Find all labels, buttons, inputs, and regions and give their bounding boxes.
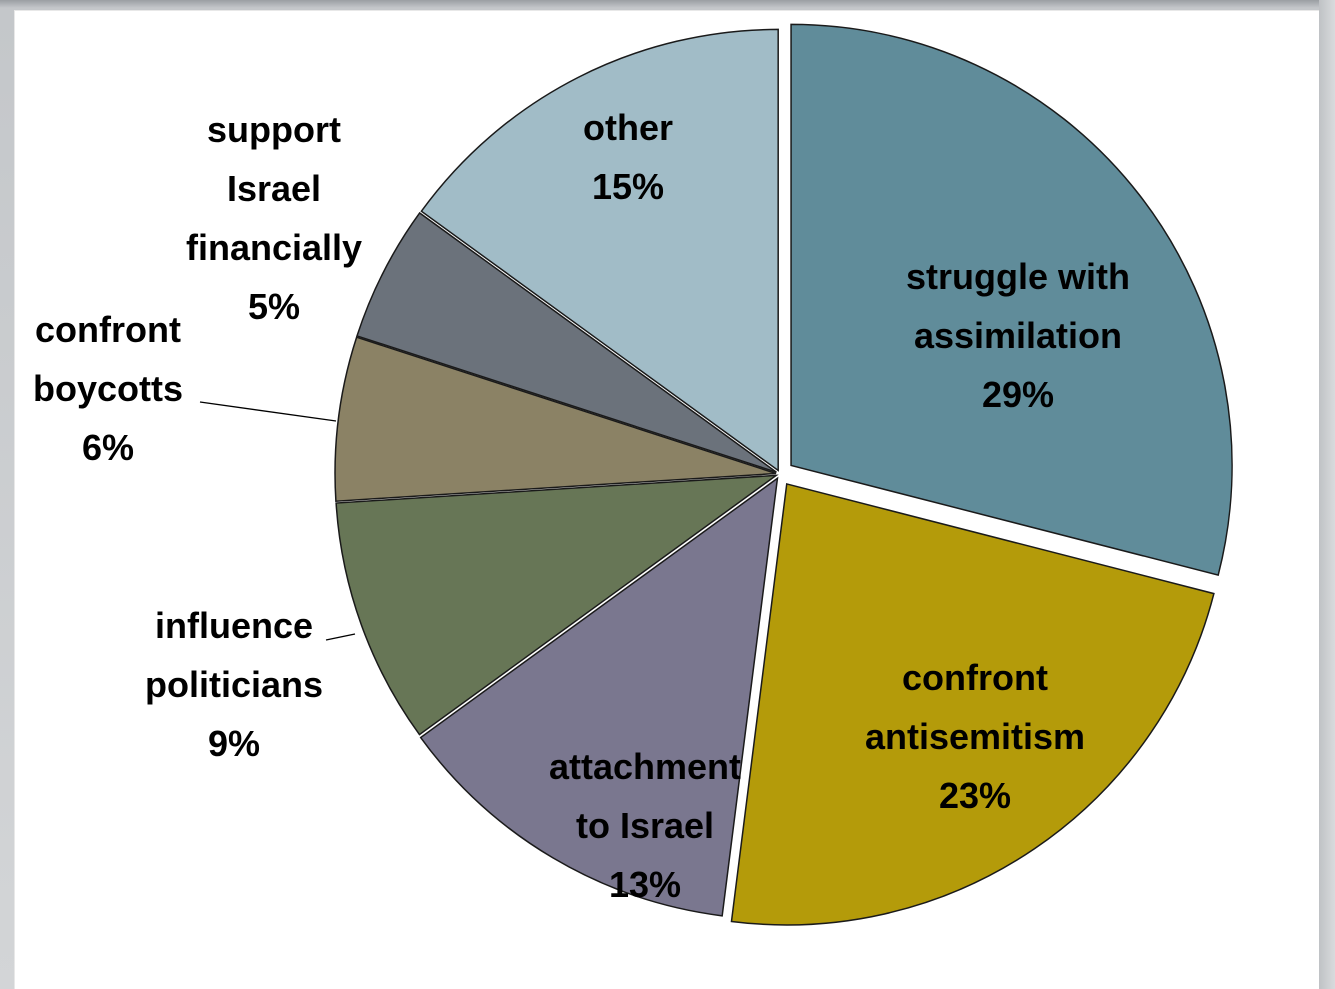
slice-label-line: boycotts <box>33 368 183 409</box>
slice-label-1: confront antisemitism 23% <box>865 657 1085 816</box>
slice-label-5: support Israel financially 5% <box>186 109 362 327</box>
slice-label-line: 6% <box>82 427 134 468</box>
slice-label-line: Israel <box>227 168 321 209</box>
slice-label-line: 9% <box>208 723 260 764</box>
pie-slices <box>334 23 1233 926</box>
slice-label-4: confront boycotts 6% <box>33 309 183 468</box>
slice-label-line: financially <box>186 227 362 268</box>
pie-slice-4 <box>334 336 777 502</box>
slice-label-line: 29% <box>982 374 1054 415</box>
slice-label-line: assimilation <box>914 315 1122 356</box>
pie-slice-1 <box>730 482 1215 926</box>
slice-label-line: 23% <box>939 775 1011 816</box>
slice-label-line: politicians <box>145 664 323 705</box>
leader-line-3 <box>325 633 356 641</box>
leader-line-4 <box>199 401 337 422</box>
slice-label-line: influence <box>155 605 313 646</box>
slice-label-3: influence politicians 9% <box>145 605 323 764</box>
slice-label-line: struggle with <box>906 256 1130 297</box>
pie-slice-0 <box>790 23 1233 577</box>
slice-label-line: to Israel <box>576 805 714 846</box>
slice-label-line: confront <box>902 657 1048 698</box>
slice-label-line: support <box>207 109 341 150</box>
slice-label-line: antisemitism <box>865 716 1085 757</box>
slice-label-line: other <box>583 107 673 148</box>
slice-label-line: 13% <box>609 864 681 905</box>
slice-label-line: attachment <box>549 746 741 787</box>
slice-label-line: 15% <box>592 166 664 207</box>
pie-slice-6 <box>420 28 779 472</box>
slice-label-line: 5% <box>248 286 300 327</box>
pie-slice-3 <box>335 474 779 736</box>
pie-slice-5 <box>356 211 777 473</box>
pie-slice-2 <box>419 476 779 917</box>
window-edge <box>1319 0 1335 989</box>
slice-label-0: struggle with assimilation 29% <box>906 256 1130 415</box>
slice-label-2: attachment to Israel 13% <box>549 746 741 905</box>
slice-label-6: other 15% <box>583 107 673 207</box>
slice-label-line: confront <box>35 309 181 350</box>
